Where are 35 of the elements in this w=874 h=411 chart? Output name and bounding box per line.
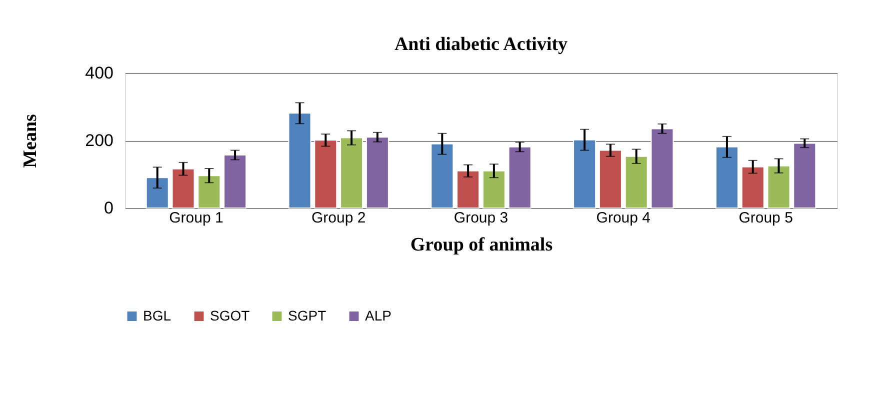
bar (172, 168, 195, 208)
chart-title: Anti diabetic Activity (394, 34, 568, 55)
x-tick-label: Group 4 (596, 210, 650, 226)
bar (198, 175, 221, 208)
y-tick-label: 0 (104, 198, 114, 218)
y-tick-label: 400 (85, 64, 114, 82)
bar (482, 170, 506, 208)
bar (715, 146, 738, 208)
bar (146, 177, 169, 208)
bar (340, 137, 364, 208)
bar (650, 128, 674, 208)
x-tick-label: Group 5 (738, 210, 793, 226)
legend-label: SGPT (288, 307, 327, 324)
bar (456, 170, 480, 208)
y-axis-title: Means (20, 114, 42, 168)
bar (224, 154, 247, 208)
bar (598, 150, 622, 208)
legend-label: BGL (143, 307, 172, 324)
bar (314, 140, 338, 208)
legend-label: SGOT (210, 307, 250, 324)
x-tick-label: Group 3 (454, 210, 508, 226)
x-tick-label: Group 1 (169, 210, 224, 226)
bar (366, 136, 389, 208)
bar (288, 112, 312, 208)
bar (741, 166, 764, 208)
bar (624, 156, 648, 208)
bar (793, 142, 816, 208)
x-axis-title: Group of animals (410, 234, 553, 256)
bar (767, 165, 790, 208)
y-tick-label: 200 (85, 131, 114, 150)
legend-label: ALP (365, 307, 392, 324)
bar (573, 139, 596, 208)
bar (430, 143, 454, 208)
bar (508, 146, 532, 208)
x-tick-label: Group 2 (312, 210, 366, 226)
